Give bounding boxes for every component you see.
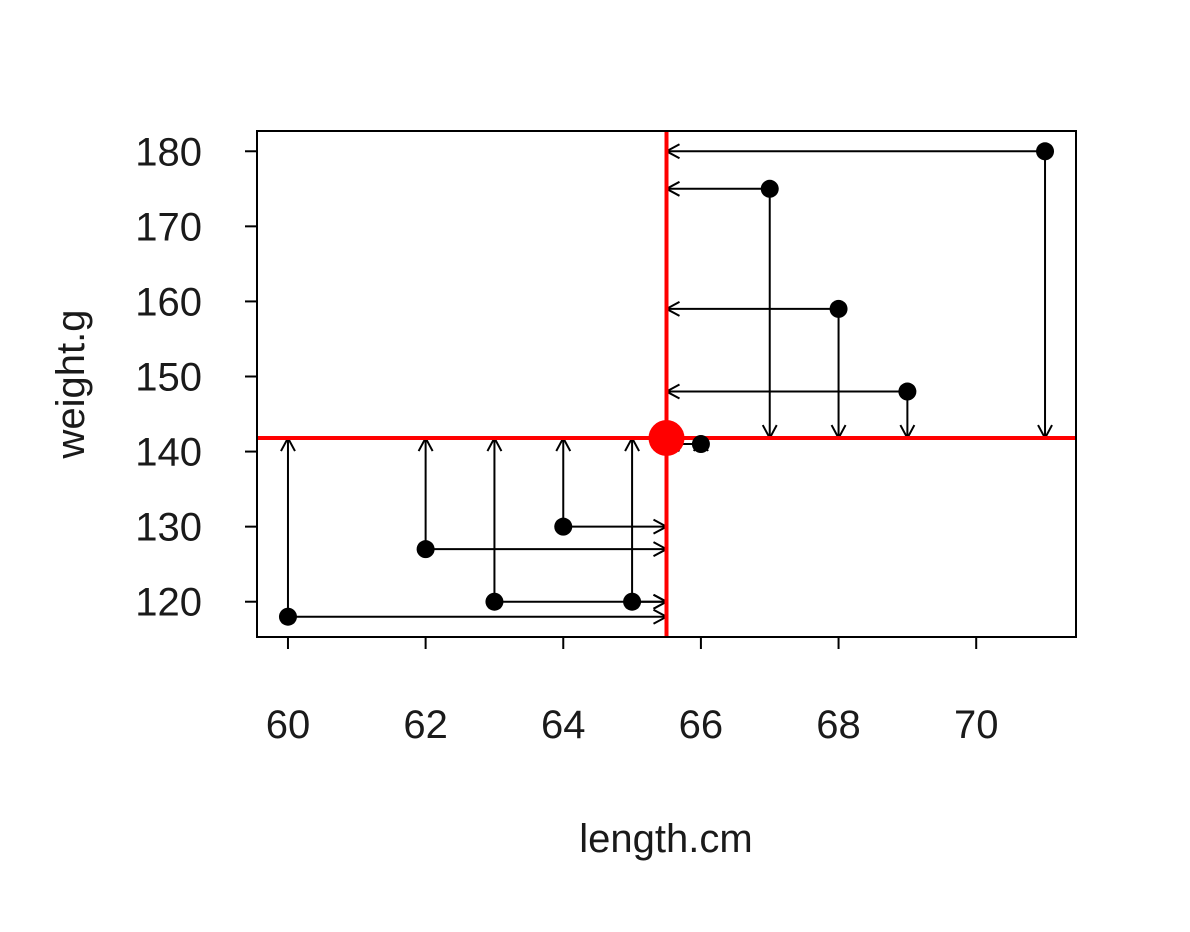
x-tick-label: 62 — [403, 703, 448, 747]
data-point — [554, 517, 573, 536]
y-tick-label: 160 — [135, 280, 202, 324]
x-tick-label: 66 — [679, 703, 724, 747]
deviation-arrows — [288, 151, 1045, 616]
plot-frame — [256, 130, 1077, 638]
data-point — [623, 592, 642, 611]
y-axis-title: weight.g — [49, 310, 93, 460]
y-tick-label: 130 — [135, 506, 202, 550]
data-point — [278, 607, 297, 626]
mean-point — [648, 420, 685, 457]
y-tick-label: 180 — [135, 130, 202, 174]
x-axis-title: length.cm — [579, 817, 752, 861]
mean-lines — [257, 131, 1076, 637]
y-tick-label: 120 — [135, 581, 202, 625]
data-point — [760, 179, 779, 198]
data-point — [1036, 142, 1055, 161]
y-tick-label: 170 — [135, 205, 202, 249]
x-axis: 60 62 64 66 68 70 — [266, 637, 999, 747]
x-tick-label: 64 — [541, 703, 586, 747]
y-axis: 120 130 140 150 160 170 180 — [135, 130, 257, 625]
x-tick-label: 68 — [816, 703, 861, 747]
y-tick-label: 140 — [135, 431, 202, 475]
data-points — [278, 142, 1055, 626]
y-tick-label: 150 — [135, 355, 202, 399]
data-point — [898, 382, 917, 401]
data-point — [691, 435, 710, 454]
data-point — [485, 592, 504, 611]
x-tick-label: 60 — [266, 703, 311, 747]
data-point — [829, 299, 848, 318]
x-tick-label: 70 — [954, 703, 999, 747]
data-point — [416, 540, 435, 559]
